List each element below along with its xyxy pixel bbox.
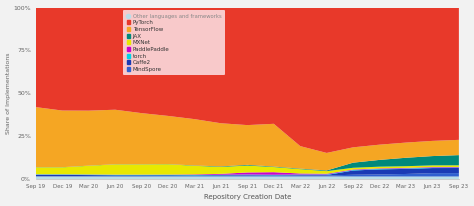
Y-axis label: Share of Implementations: Share of Implementations [6, 53, 10, 134]
Legend: Other languages and frameworks, PyTorch, TensorFlow, JAX, MXNet, PaddlePaddle, t: Other languages and frameworks, PyTorch,… [123, 10, 225, 75]
X-axis label: Repository Creation Date: Repository Creation Date [204, 194, 291, 200]
